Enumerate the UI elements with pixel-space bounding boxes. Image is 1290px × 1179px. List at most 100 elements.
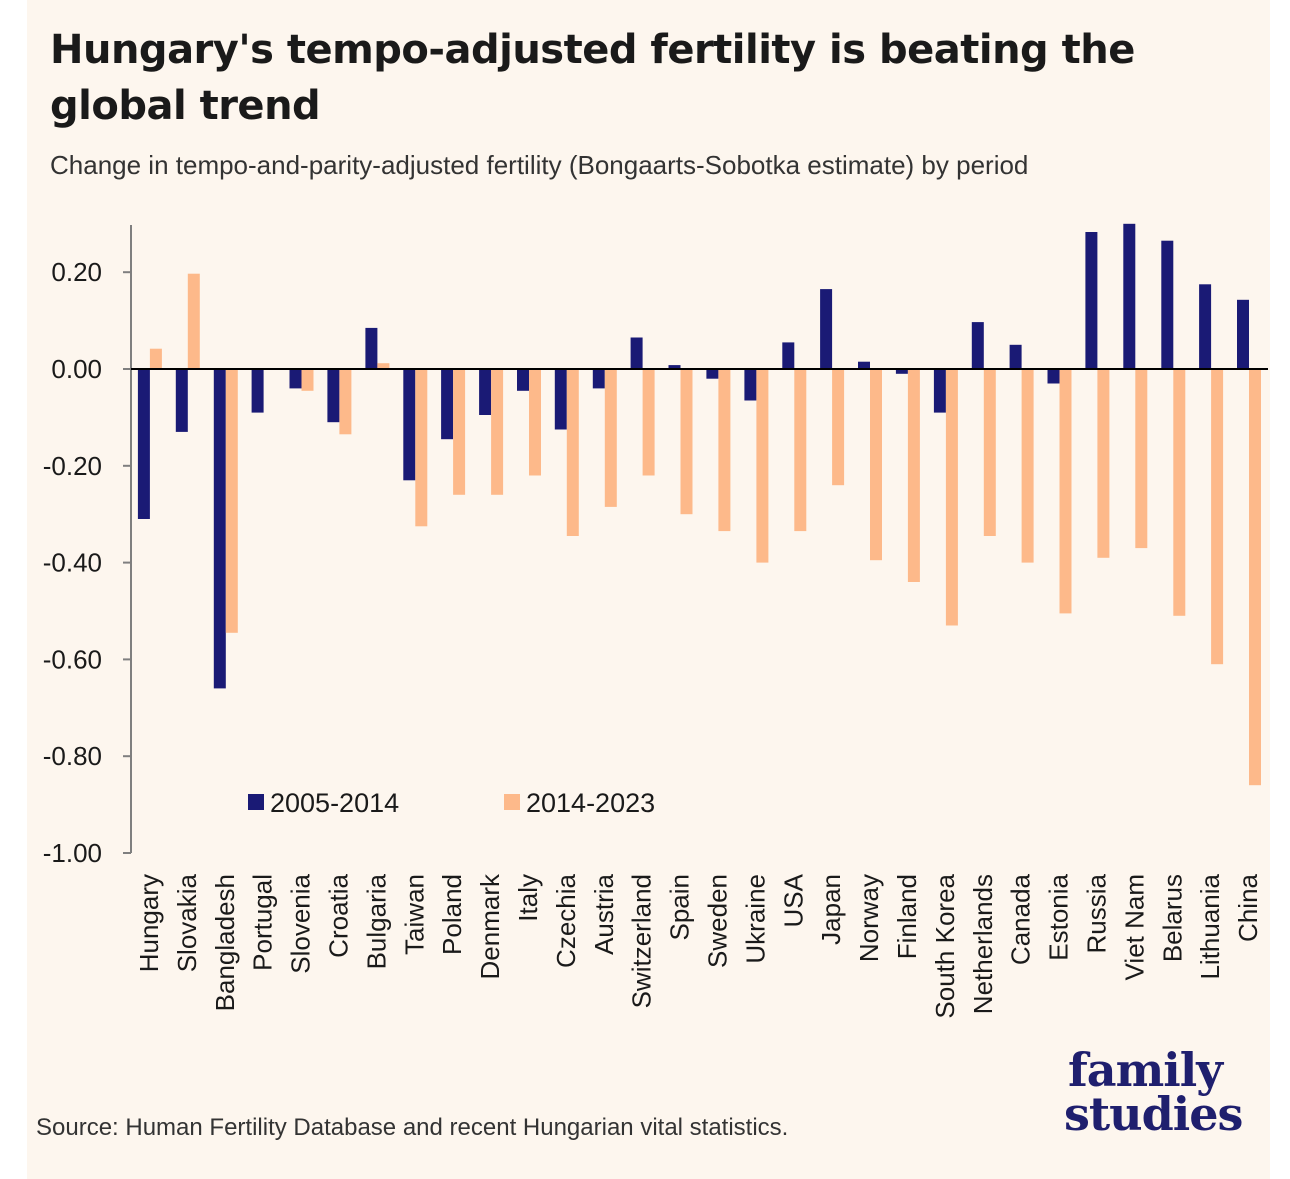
x-category-label: Bangladesh [210,874,240,1011]
y-tick-label: -0.60 [43,644,102,674]
x-category-label: Finland [892,874,922,959]
y-tick-label: -1.00 [43,838,102,868]
bar-slovakia-2014-2023 [187,273,200,369]
y-tick-label: -0.20 [43,451,102,481]
bar-bangladesh-2014-2023 [225,369,238,633]
legend-swatch-2005-2014 [248,794,264,810]
bar-switzerland-2014-2023 [642,369,655,476]
bar-sweden-2014-2023 [718,369,731,532]
x-category-label: China [1233,873,1263,941]
logo-line-2: studies [1064,1087,1243,1141]
bar-netherlands-2005-2014 [971,322,984,369]
bar-denmark-2005-2014 [479,369,492,415]
logo-line-1: family [1068,1043,1223,1097]
x-category-label: Switzerland [627,874,657,1008]
x-category-label: Estonia [1044,873,1074,960]
bar-croatia-2014-2023 [339,369,352,435]
bar-poland-2014-2023 [453,369,466,495]
bar-slovenia-2014-2023 [301,369,314,391]
bar-czechia-2014-2023 [566,369,579,536]
x-category-label: Russia [1081,873,1111,953]
bar-croatia-2005-2014 [327,369,340,423]
y-tick-label: 0.00 [51,354,102,384]
bar-south-korea-2005-2014 [933,369,946,413]
x-category-label: South Korea [930,873,960,1018]
x-category-label: Sweden [702,874,732,968]
bar-china-2005-2014 [1237,299,1249,369]
bar-russia-2005-2014 [1085,232,1098,369]
x-category-label: Belarus [1157,874,1187,962]
x-category-labels: Hungary Slovakia Bangladesh Portugal Sloveni… [134,873,1263,1019]
x-category-label: Canada [1006,873,1036,965]
x-category-label: Slovakia [172,873,202,972]
bar-bulgaria-2014-2023 [377,363,390,369]
x-category-label: Slovenia [286,873,316,973]
bar-belarus-2014-2023 [1173,369,1186,616]
bar-portugal-2005-2014 [251,369,264,413]
bar-taiwan-2014-2023 [415,369,428,527]
bar-bulgaria-2005-2014 [365,327,378,369]
x-category-label: Bulgaria [361,873,391,969]
x-category-label: Denmark [475,873,505,979]
bar-norway-2014-2023 [870,369,882,561]
bar-japan-2005-2014 [820,289,833,369]
bar-canada-2005-2014 [1009,344,1022,369]
legend: 2005-2014 2014-2023 [248,788,655,818]
bar-spain-2005-2014 [668,365,681,369]
y-tick-label: 0.20 [51,257,102,287]
bar-spain-2014-2023 [680,369,693,515]
x-category-label: Spain [665,874,695,941]
bar-slovakia-2005-2014 [175,369,188,432]
x-category-label: Croatia [323,873,353,957]
bar-russia-2014-2023 [1097,369,1110,558]
family-studies-logo: family studies [1050,1043,1243,1141]
bar-austria-2014-2023 [604,369,617,507]
bar-canada-2014-2023 [1021,369,1034,563]
x-category-label: Austria [589,873,619,954]
y-tick-label: -0.40 [43,548,102,578]
x-category-label: Viet Nam [1119,874,1149,980]
bar-taiwan-2005-2014 [403,369,416,481]
bar-belarus-2005-2014 [1161,240,1174,369]
bar-sweden-2005-2014 [706,369,719,379]
chart-subtitle: Change in tempo-and-parity-adjusted fert… [50,150,1029,180]
legend-label-2005-2014: 2005-2014 [270,788,399,818]
bar-switzerland-2005-2014 [630,337,643,369]
bar-finland-2014-2023 [907,369,920,582]
bar-viet-nam-2005-2014 [1123,223,1136,369]
bar-poland-2005-2014 [441,369,454,440]
x-category-label: Japan [816,874,846,945]
bar-estonia-2014-2023 [1059,369,1072,614]
x-category-label: Hungary [134,874,164,972]
bars-layer [137,223,1261,786]
bar-south-korea-2014-2023 [945,369,958,626]
x-category-label: Norway [854,874,884,962]
x-category-label: Czechia [551,873,581,967]
bar-viet-nam-2014-2023 [1135,369,1148,549]
bar-hungary-2014-2023 [149,348,162,369]
bar-slovenia-2005-2014 [289,369,302,389]
bar-italy-2005-2014 [517,369,529,391]
bar-ukraine-2014-2023 [756,369,769,563]
bar-finland-2005-2014 [895,369,908,374]
bar-hungary-2005-2014 [137,369,150,519]
bar-austria-2005-2014 [592,369,605,389]
x-category-label: Portugal [248,874,278,971]
bar-denmark-2014-2023 [491,369,504,495]
x-category-label: Ukraine [740,874,770,964]
bar-ukraine-2005-2014 [744,369,757,401]
bar-czechia-2005-2014 [554,369,567,430]
bar-estonia-2005-2014 [1047,369,1060,384]
x-category-label: USA [778,873,808,927]
axes-layer [130,225,1268,853]
y-tick-labels: 0.20 0.00 -0.20 -0.40 -0.60 -0.80 -1.00 [43,257,131,868]
bar-japan-2014-2023 [832,369,845,486]
bar-china-2014-2023 [1249,369,1261,786]
bar-lithuania-2005-2014 [1199,284,1212,369]
bar-italy-2014-2023 [529,369,541,476]
bar-lithuania-2014-2023 [1211,369,1224,665]
chart-title: Hungary's tempo-adjusted fertility is be… [50,27,1135,129]
bar-netherlands-2014-2023 [983,369,996,536]
bar-usa-2005-2014 [782,342,795,369]
